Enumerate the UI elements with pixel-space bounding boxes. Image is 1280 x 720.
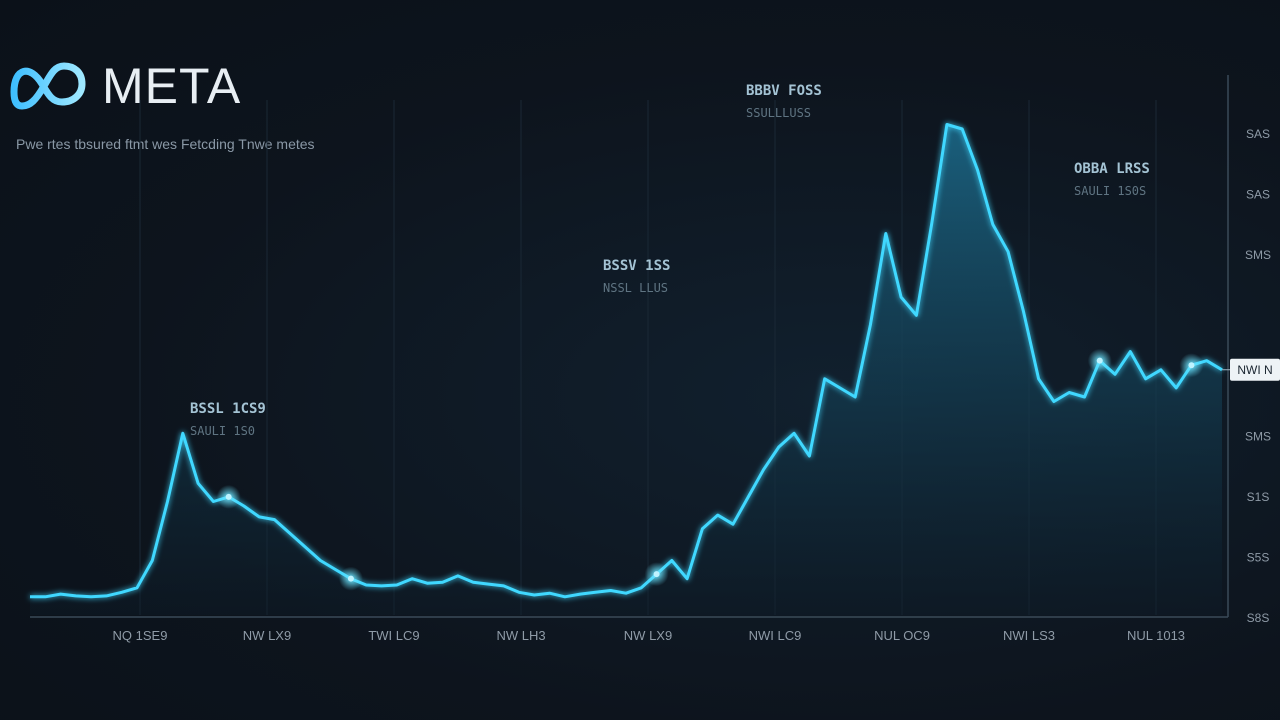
x-axis-ticks: NQ 1SE9 NW LX9 TWI LC9 NW LH3 NW LX9 NWI LC9 N… [113, 628, 1185, 643]
x-tick-label: TWI LC9 [368, 628, 419, 643]
data-point [347, 575, 354, 582]
y-tick-label: SMS [1245, 430, 1271, 444]
annotation-label: OBBA LRSS [1074, 161, 1150, 177]
x-tick-label: NWI LC9 [749, 628, 802, 643]
current-price-tag: NWI N [1222, 358, 1280, 381]
annotation-sublabel: SAULI 1S0S [1074, 184, 1146, 198]
annotation-sublabel: NSSL LLUS [603, 281, 668, 295]
annotation-sublabel: SAULI 1S0 [190, 424, 255, 438]
x-tick-label: NQ 1SE9 [113, 628, 168, 643]
y-tick-label: SAS [1246, 188, 1270, 202]
data-point [653, 571, 660, 578]
x-tick-label: NWI LS3 [1003, 628, 1055, 643]
annotation-label: BBBV FOSS [746, 83, 822, 99]
y-tick-label: SAS [1246, 127, 1270, 141]
data-point [225, 493, 232, 500]
chart-annotation: BBBV FOSS SSULLLUSS [746, 83, 822, 120]
x-tick-label: NW LX9 [624, 628, 672, 643]
data-point [1096, 357, 1103, 364]
chart-annotation: BSSL 1CS9 SAULI 1S0 [190, 401, 266, 438]
brand-header: META [8, 58, 241, 114]
price-tag-label: NWI N [1237, 363, 1272, 377]
data-point [1188, 362, 1195, 369]
y-tick-label: S8S [1247, 611, 1270, 625]
y-tick-label: S1S [1247, 490, 1270, 504]
axes [30, 75, 1229, 618]
chart-annotation: BSSV 1SS NSSL LLUS [603, 258, 670, 295]
annotation-label: BSSL 1CS9 [190, 401, 266, 417]
x-tick-label: NW LH3 [496, 628, 545, 643]
x-tick-label: NUL 1013 [1127, 628, 1185, 643]
annotations: BSSL 1CS9 SAULI 1S0 BSSV 1SS NSSL LLUS BBBV … [190, 83, 1150, 438]
meta-infinity-logo-icon [10, 62, 86, 110]
price-tag-box [1230, 358, 1280, 381]
series-area [30, 124, 1222, 615]
annotation-label: BSSV 1SS [603, 258, 670, 274]
chart-subtitle: Pwe rtes tbsured ftmt wes Fetcding Tnwe … [16, 136, 315, 152]
area-layer [30, 123, 1223, 615]
x-tick-label: NUL OC9 [874, 628, 930, 643]
y-tick-label: SMS [1245, 248, 1271, 262]
chart-annotation: OBBA LRSS SAULI 1S0S [1074, 161, 1150, 198]
x-tick-label: NW LX9 [243, 628, 291, 643]
y-tick-label: S5S [1247, 551, 1270, 565]
annotation-sublabel: SSULLLUSS [746, 106, 811, 120]
brand-name: META [102, 58, 242, 114]
